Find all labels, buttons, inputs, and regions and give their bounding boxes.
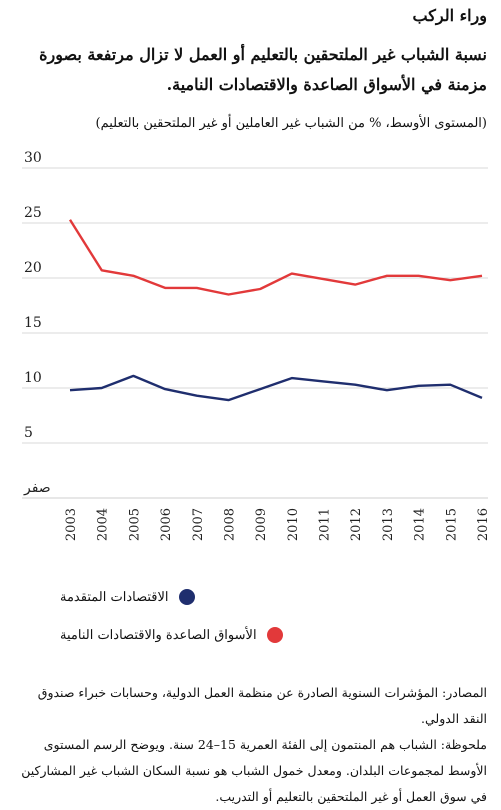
y-tick-label: 10 [24,370,42,386]
y-tick-label: 20 [24,260,42,276]
x-tick-label: 2007 [191,508,206,541]
chart-title: نسبة الشباب غير الملتحقين بالتعليم أو ال… [39,45,487,94]
legend-swatch-advanced [178,589,195,605]
x-tick-label: 2011 [318,508,333,541]
y-tick-label: 30 [24,150,42,166]
sources-note: المصادر: المؤشرات السنوية الصادرة عن منظ… [37,685,487,726]
series-line-0 [69,374,483,402]
definition-note: ملحوظة: الشباب هم المنتمون إلى الفئة الع… [21,737,487,804]
legend-label-emerging: الأسواق الصاعدة والاقتصادات النامية [60,627,257,643]
line-chart: صفر 5 10 15 20 25 30 2003 2004 2005 2006 2007 2008 20… [22,150,491,541]
x-tick-label: 2006 [159,508,174,541]
x-tick-label: 2015 [444,508,459,541]
legend-label-advanced: الاقتصادات المتقدمة [60,589,169,605]
y-tick-label: 25 [24,205,42,221]
x-tick-label: 2012 [349,508,364,541]
x-tick-label: 2004 [96,508,111,541]
x-tick-label: 2013 [381,508,396,541]
legend-swatch-emerging [266,627,283,643]
y-tick-label: صفر [23,480,51,496]
x-tick-label: 2008 [222,508,237,541]
legend-item-advanced: الاقتصادات المتقدمة [60,585,441,609]
x-tick-label: 2010 [286,508,301,541]
chart-subtitle: (المستوى الأوسط، % من الشباب غير العاملي… [95,116,488,131]
x-tick-label: 2003 [64,508,79,541]
chart-legend: الاقتصادات المتقدمة الأسواق الصاعدة والا… [60,585,441,661]
chart-notes: المصادر: المؤشرات السنوية الصادرة عن منظ… [14,680,487,810]
y-tick-label: 15 [24,315,42,331]
series-line-1 [68,219,483,296]
legend-item-emerging: الأسواق الصاعدة والاقتصادات النامية [60,623,441,647]
x-tick-label: 2009 [254,508,269,541]
x-tick-label: 2014 [413,508,428,541]
chart-kicker: وراء الركب [412,6,487,25]
x-tick-label: 2005 [127,508,142,541]
x-tick-label: 2016 [476,508,491,541]
y-tick-label: 5 [24,425,33,441]
